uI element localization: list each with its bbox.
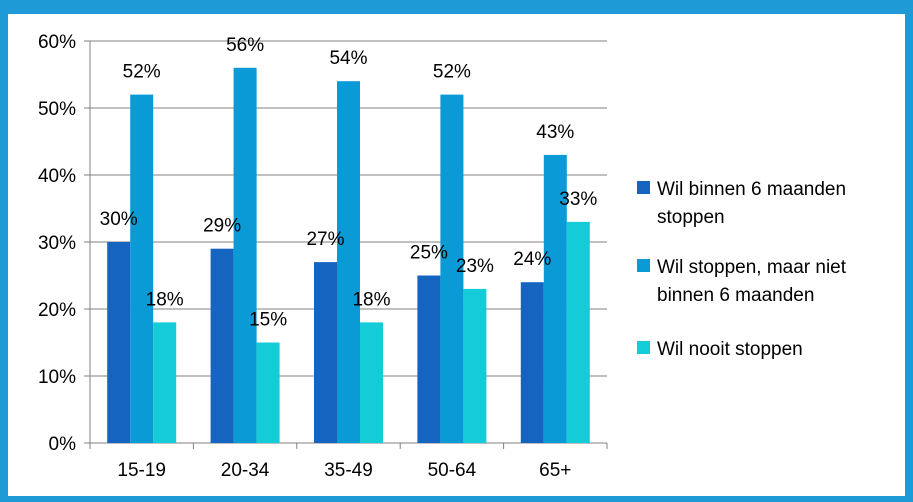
data-label: 24%: [513, 249, 551, 270]
x-tick-label: 35-49: [324, 460, 373, 481]
bar: [463, 288, 487, 443]
data-label: 30%: [100, 209, 138, 230]
legend-label: binnen 6 maanden: [657, 285, 814, 306]
data-label: 52%: [123, 62, 161, 83]
legend-label: Wil stoppen, maar niet: [657, 257, 847, 278]
bar: [314, 262, 337, 443]
data-label: 23%: [456, 256, 494, 277]
axes: 0% 10% 20% 30% 40% 50% 60% 15-19 20-34 35-49 50-64…: [38, 32, 608, 481]
bar: [520, 282, 544, 443]
data-label: 27%: [306, 229, 344, 250]
bar: [256, 342, 280, 443]
bar: [153, 322, 177, 443]
data-label: 29%: [203, 216, 241, 237]
legend-swatch: [637, 181, 650, 194]
y-tick-label: 0%: [49, 434, 77, 455]
y-tick-label: 10%: [38, 367, 76, 388]
bar: [543, 154, 567, 443]
bars: [107, 67, 590, 444]
data-label: 18%: [352, 289, 390, 310]
data-label: 54%: [329, 48, 367, 69]
bar: [130, 94, 154, 443]
x-tick-label: 20-34: [221, 460, 270, 481]
legend-swatch: [637, 341, 650, 354]
data-label: 18%: [146, 289, 184, 310]
legend: Wil binnen 6 maanden stoppen Wil stoppen, …: [637, 179, 847, 360]
x-tick-label: 15-19: [117, 460, 166, 481]
legend-label: Wil binnen 6 maanden: [657, 179, 846, 200]
legend-label: Wil nooit stoppen: [657, 339, 803, 360]
legend-label: stoppen: [657, 207, 725, 228]
bar: [337, 81, 360, 443]
x-tick-label: 50-64: [428, 460, 477, 481]
data-label: 25%: [410, 243, 448, 264]
data-label: 43%: [536, 122, 574, 143]
bar: [417, 275, 441, 443]
data-label: 33%: [559, 189, 597, 210]
data-label: 56%: [226, 35, 264, 56]
bar: [210, 248, 234, 443]
y-tick-label: 40%: [38, 166, 76, 187]
data-labels: 30% 29% 27% 25% 24% 52% 56% 54% 52% 43% 18% 15% 18% 2…: [100, 35, 598, 331]
x-tick-label: 65+: [539, 460, 571, 481]
data-label: 15%: [249, 310, 287, 331]
y-tick-label: 50%: [38, 99, 76, 120]
bar: [233, 67, 257, 444]
y-tick-label: 60%: [38, 32, 76, 53]
y-tick-label: 30%: [38, 233, 76, 254]
bar: [440, 94, 464, 443]
bar: [107, 242, 131, 443]
y-tick-label: 20%: [38, 300, 76, 321]
legend-swatch: [637, 259, 650, 272]
bar: [360, 322, 383, 443]
data-label: 52%: [433, 62, 471, 83]
bar: [566, 221, 590, 443]
